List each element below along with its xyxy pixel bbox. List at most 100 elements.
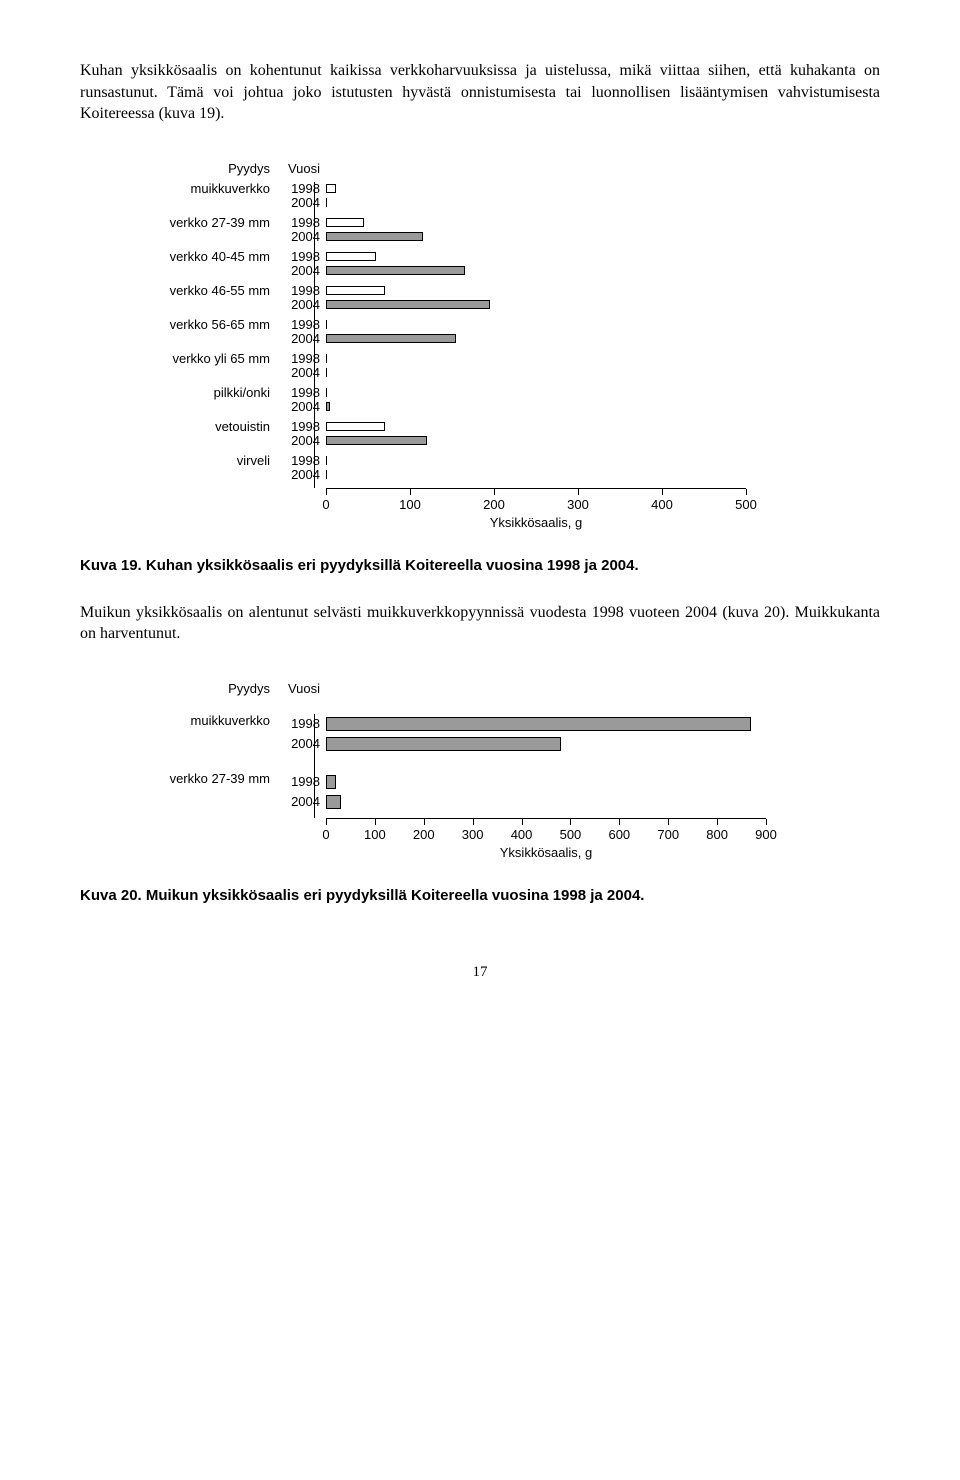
- chart1-category-label: verkko 56-65 mm: [120, 318, 276, 346]
- chart2-tick: [570, 819, 571, 825]
- chart1-tick: [578, 489, 579, 495]
- chart1-bar: [326, 266, 465, 275]
- chart2-tick-label: 800: [706, 827, 728, 842]
- chart2-y-axis-line: [314, 714, 315, 818]
- chart2-tick: [668, 819, 669, 825]
- chart1-group: pilkki/onki19982004: [120, 386, 880, 414]
- chart1-tick-label: 200: [483, 497, 505, 512]
- chart2-group: verkko 27-39 mm19982004: [120, 772, 880, 812]
- chart1-axis-title: Yksikkösaalis, g: [490, 515, 582, 530]
- chart2-tick-label: 200: [413, 827, 435, 842]
- caption-kuva20: Kuva 20. Muikun yksikkösaalis eri pyydyk…: [80, 887, 880, 904]
- chart1-tick-label: 400: [651, 497, 673, 512]
- chart1-bar: [326, 198, 327, 207]
- chart-kuva19: Pyydys Vuosi muikkuverkko19982004verkko …: [120, 161, 880, 529]
- chart1-group: verkko 56-65 mm19982004: [120, 318, 880, 346]
- chart2-tick: [522, 819, 523, 825]
- chart1-category-label: verkko yli 65 mm: [120, 352, 276, 380]
- chart2-bar: [326, 775, 336, 789]
- chart1-category-label: verkko 27-39 mm: [120, 216, 276, 244]
- chart1-group: vetouistin19982004: [120, 420, 880, 448]
- chart1-header-vuosi: Vuosi: [276, 161, 326, 176]
- chart1-year-label: 1998: [276, 318, 326, 332]
- chart1-category-label: virveli: [120, 454, 276, 482]
- chart1-group: muikkuverkko19982004: [120, 182, 880, 210]
- chart1-tick-label: 300: [567, 497, 589, 512]
- chart1-tick: [662, 489, 663, 495]
- chart2-year-label: 2004: [276, 792, 326, 812]
- chart1-year-label: 2004: [276, 298, 326, 312]
- chart1-bar: [326, 286, 385, 295]
- chart1-group: verkko 46-55 mm19982004: [120, 284, 880, 312]
- chart1-bar: [326, 334, 456, 343]
- chart1-year-label: 2004: [276, 264, 326, 278]
- chart1-year-label: 2004: [276, 332, 326, 346]
- chart1-category-label: vetouistin: [120, 420, 276, 448]
- chart1-category-label: verkko 46-55 mm: [120, 284, 276, 312]
- chart1-bar: [326, 470, 327, 479]
- chart2-axis-title: Yksikkösaalis, g: [500, 845, 592, 860]
- chart1-year-label: 1998: [276, 386, 326, 400]
- chart1-year-label: 1998: [276, 454, 326, 468]
- chart2-bar: [326, 795, 341, 809]
- chart1-tick-label: 500: [735, 497, 757, 512]
- chart2-tick-label: 400: [511, 827, 533, 842]
- chart2-tick: [717, 819, 718, 825]
- chart2-tick-label: 300: [462, 827, 484, 842]
- chart1-group: verkko 27-39 mm19982004: [120, 216, 880, 244]
- chart1-bar: [326, 388, 327, 397]
- chart2-tick: [375, 819, 376, 825]
- chart2-tick: [473, 819, 474, 825]
- chart2-tick-label: 900: [755, 827, 777, 842]
- chart2-header-vuosi: Vuosi: [276, 681, 326, 696]
- chart2-tick-label: 700: [657, 827, 679, 842]
- chart2-year-label: 1998: [276, 714, 326, 734]
- page-number: 17: [80, 964, 880, 981]
- chart2-x-axis: 0100200300400500600700800900Yksikkösaali…: [326, 818, 766, 859]
- chart1-group: virveli19982004: [120, 454, 880, 482]
- chart2-bar: [326, 737, 561, 751]
- chart1-tick: [326, 489, 327, 495]
- chart1-year-label: 2004: [276, 434, 326, 448]
- chart1-bar: [326, 402, 330, 411]
- chart1-y-axis-line: [314, 182, 315, 488]
- chart1-tick: [494, 489, 495, 495]
- chart2-tick-label: 0: [322, 827, 329, 842]
- chart2-group: muikkuverkko19982004: [120, 714, 880, 754]
- chart2-tick: [424, 819, 425, 825]
- chart1-bar: [326, 368, 327, 377]
- chart1-year-label: 2004: [276, 230, 326, 244]
- paragraph-1: Kuhan yksikkösaalis on kohentunut kaikis…: [80, 60, 880, 125]
- chart1-year-label: 1998: [276, 182, 326, 196]
- chart1-category-label: muikkuverkko: [120, 182, 276, 210]
- chart1-tick-label: 100: [399, 497, 421, 512]
- chart1-category-label: verkko 40-45 mm: [120, 250, 276, 278]
- chart1-tick: [746, 489, 747, 495]
- chart2-tick: [326, 819, 327, 825]
- paragraph-2: Muikun yksikkösaalis on alentunut selväs…: [80, 602, 880, 645]
- chart-kuva20: Pyydys Vuosi muikkuverkko19982004verkko …: [120, 681, 880, 859]
- chart2-year-label: 1998: [276, 772, 326, 792]
- chart1-year-label: 1998: [276, 250, 326, 264]
- chart2-tick: [619, 819, 620, 825]
- chart1-year-label: 1998: [276, 284, 326, 298]
- chart1-group: verkko 40-45 mm19982004: [120, 250, 880, 278]
- chart1-bar: [326, 422, 385, 431]
- chart2-tick-label: 600: [608, 827, 630, 842]
- chart1-bar: [326, 184, 336, 193]
- chart1-bar: [326, 456, 327, 465]
- chart2-tick: [766, 819, 767, 825]
- chart1-year-label: 2004: [276, 468, 326, 482]
- chart2-category-label: muikkuverkko: [120, 714, 276, 754]
- chart1-x-axis: 0100200300400500Yksikkösaalis, g: [326, 488, 746, 529]
- chart1-bar: [326, 436, 427, 445]
- chart1-year-label: 2004: [276, 400, 326, 414]
- caption-kuva19: Kuva 19. Kuhan yksikkösaalis eri pyydyks…: [80, 557, 880, 574]
- chart2-tick-label: 100: [364, 827, 386, 842]
- chart1-year-label: 2004: [276, 196, 326, 210]
- chart2-category-label: verkko 27-39 mm: [120, 772, 276, 812]
- chart2-bar: [326, 717, 751, 731]
- chart2-year-label: 2004: [276, 734, 326, 754]
- chart1-bar: [326, 218, 364, 227]
- chart1-year-label: 1998: [276, 216, 326, 230]
